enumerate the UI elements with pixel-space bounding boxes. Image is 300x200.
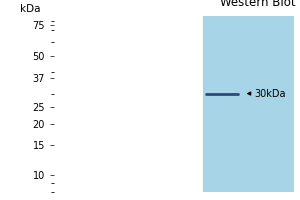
Text: kDa: kDa <box>20 4 41 14</box>
Text: Western Blot: Western Blot <box>220 0 296 9</box>
Bar <box>241 16 294 192</box>
Bar <box>203 16 241 192</box>
Text: 30kDa: 30kDa <box>254 89 286 99</box>
